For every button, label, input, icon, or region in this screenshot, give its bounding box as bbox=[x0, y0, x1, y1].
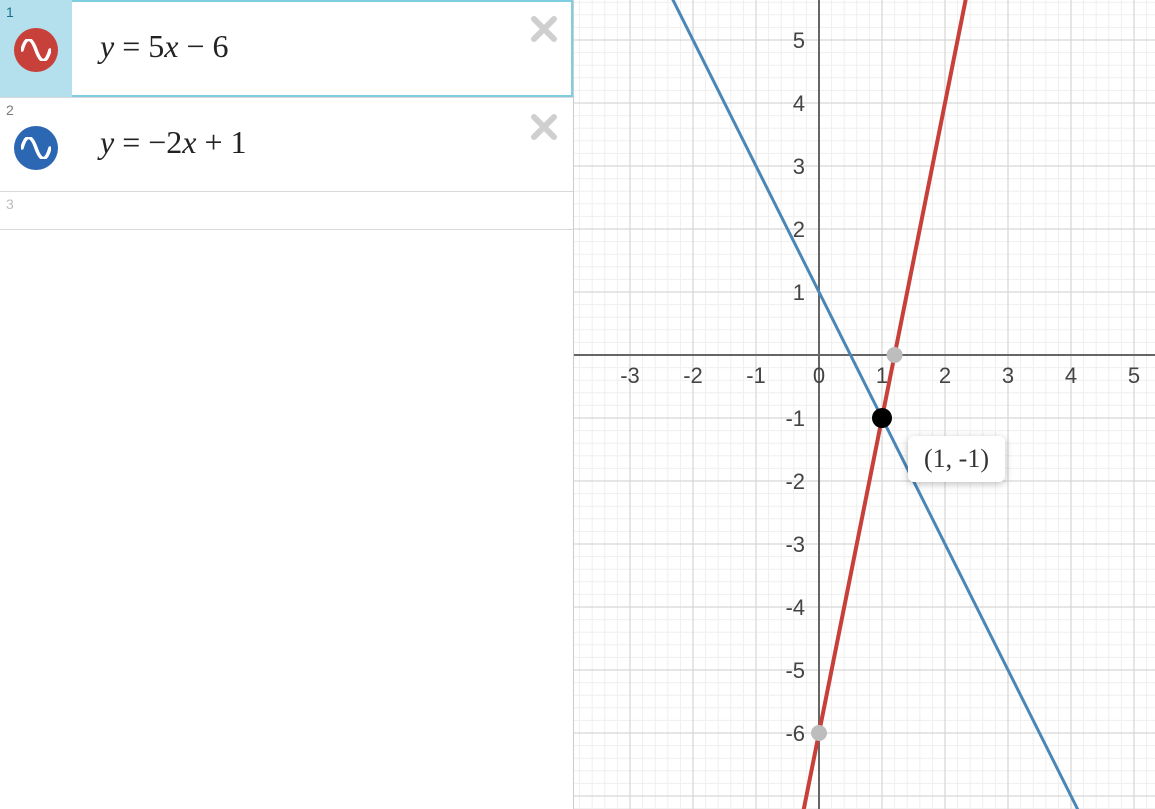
expression-row-empty[interactable]: 3 bbox=[0, 192, 573, 230]
tooltip-text: (1, -1) bbox=[924, 444, 989, 473]
close-icon bbox=[530, 113, 558, 141]
expression-input[interactable]: y = −2x + 1 bbox=[72, 98, 573, 191]
app-root: 1 y = 5x − 6 2 y = −2x + 1 bbox=[0, 0, 1155, 809]
expression-tab-1[interactable]: 1 bbox=[0, 0, 72, 97]
delete-expression-button[interactable] bbox=[527, 110, 561, 144]
graph-pane[interactable]: -3 -2 -1 0 1 2 3 4 5 5 4 3 2 1 -1 -2 -3 -4 -5 -6 (1, -1) bbox=[574, 0, 1155, 809]
svg-text:1: 1 bbox=[793, 280, 805, 305]
row-index: 1 bbox=[6, 4, 14, 20]
expression-input[interactable]: y = 5x − 6 bbox=[72, 0, 573, 97]
delete-expression-button[interactable] bbox=[527, 12, 561, 46]
svg-text:-1: -1 bbox=[746, 363, 766, 388]
svg-text:-2: -2 bbox=[785, 469, 805, 494]
expression-tab-2[interactable]: 2 bbox=[0, 98, 72, 191]
close-icon bbox=[530, 15, 558, 43]
svg-text:-3: -3 bbox=[785, 532, 805, 557]
svg-text:-2: -2 bbox=[683, 363, 703, 388]
svg-text:-6: -6 bbox=[785, 721, 805, 746]
svg-text:1: 1 bbox=[876, 363, 888, 388]
expression-text: y = 5x − 6 bbox=[100, 28, 229, 64]
svg-text:5: 5 bbox=[793, 28, 805, 53]
svg-text:4: 4 bbox=[1065, 363, 1077, 388]
svg-text:5: 5 bbox=[1128, 363, 1140, 388]
svg-text:3: 3 bbox=[1002, 363, 1014, 388]
svg-text:2: 2 bbox=[939, 363, 951, 388]
svg-text:2: 2 bbox=[793, 217, 805, 242]
svg-text:-1: -1 bbox=[785, 406, 805, 431]
coordinate-plane[interactable]: -3 -2 -1 0 1 2 3 4 5 5 4 3 2 1 -1 -2 -3 -4 -5 -6 bbox=[574, 0, 1155, 809]
expression-row-1[interactable]: 1 y = 5x − 6 bbox=[0, 0, 573, 98]
svg-text:0: 0 bbox=[813, 363, 825, 388]
svg-text:-5: -5 bbox=[785, 658, 805, 683]
wave-icon bbox=[14, 126, 58, 170]
expression-input-empty[interactable] bbox=[72, 192, 573, 229]
expression-row-2[interactable]: 2 y = −2x + 1 bbox=[0, 98, 573, 192]
row-index: 3 bbox=[6, 196, 14, 212]
expression-tab-3: 3 bbox=[0, 192, 72, 229]
point-tooltip: (1, -1) bbox=[908, 436, 1005, 482]
row-index: 2 bbox=[6, 102, 14, 118]
expression-sidebar: 1 y = 5x − 6 2 y = −2x + 1 bbox=[0, 0, 574, 809]
wave-icon bbox=[14, 28, 58, 72]
svg-text:-4: -4 bbox=[785, 595, 805, 620]
svg-text:3: 3 bbox=[793, 154, 805, 179]
svg-text:-3: -3 bbox=[620, 363, 640, 388]
svg-text:4: 4 bbox=[793, 91, 805, 116]
expression-text: y = −2x + 1 bbox=[100, 124, 247, 160]
